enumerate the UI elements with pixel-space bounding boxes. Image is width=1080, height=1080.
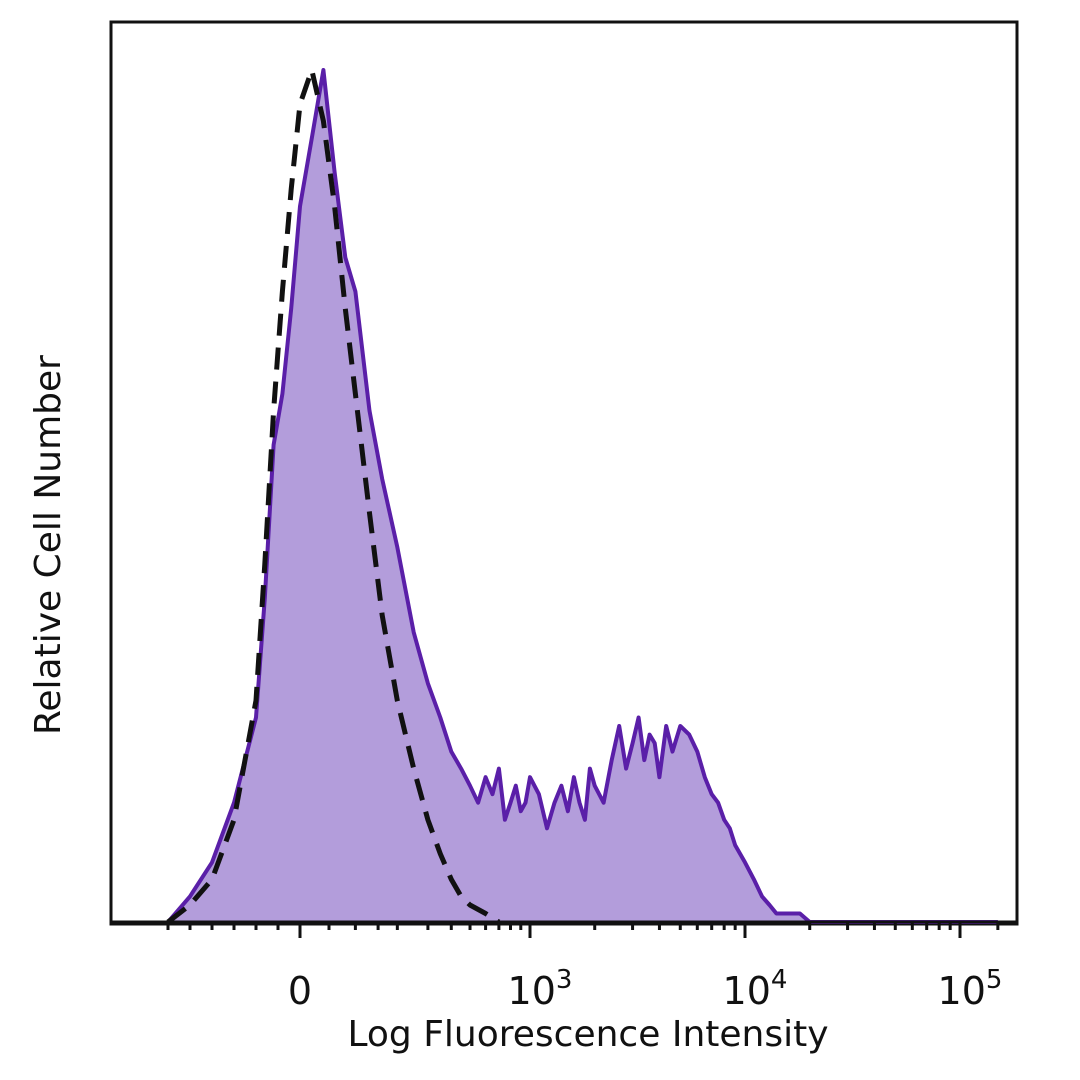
x-axis-title: Log Fluorescence Intensity: [347, 1014, 828, 1055]
x-tick-label: 0: [288, 969, 312, 1013]
x-axis-tick-labels: 0 103 104 105: [288, 965, 1003, 1013]
x-tick-label: 103: [508, 965, 573, 1013]
x-tick-label: 104: [723, 965, 788, 1013]
plot-frame: [109, 20, 1019, 926]
series-layer: [166, 67, 998, 925]
y-axis-title: Relative Cell Number: [28, 355, 69, 735]
stained-histogram-line: [166, 68, 998, 924]
x-tick-label: 105: [938, 965, 1003, 1013]
control-histogram-line: [166, 67, 501, 925]
x-axis-ticks: [111, 920, 1017, 938]
filled-histogram-area: [168, 70, 998, 922]
